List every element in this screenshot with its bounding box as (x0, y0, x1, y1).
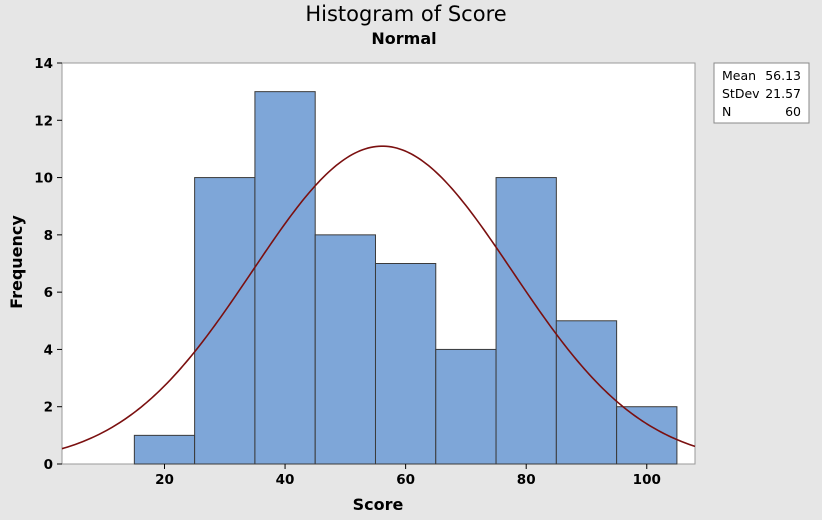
y-tick-label-4: 4 (44, 342, 53, 358)
chart-title: Histogram of Score (305, 2, 506, 26)
y-axis-label: Frequency (7, 215, 26, 309)
histogram-bar-3 (314, 234, 376, 465)
x-tick-label-80: 80 (517, 472, 536, 488)
y-axis: 0 2 4 6 8 10 12 14 (34, 56, 62, 473)
histogram-bar-2 (254, 91, 316, 465)
normal-fit-curve (61, 145, 696, 450)
y-tick-label-8: 8 (44, 228, 53, 244)
bars-group (133, 91, 678, 465)
x-tick-label-40: 40 (276, 472, 295, 488)
y-tick-label-12: 12 (34, 113, 53, 129)
histogram-bar-1 (194, 177, 256, 465)
histogram-bar-0 (133, 434, 196, 465)
x-tick-label-60: 60 (396, 472, 415, 488)
y-tick-label-0: 0 (44, 457, 53, 473)
x-axis: 20 40 60 80 100 (155, 464, 661, 488)
histogram-bar-4 (374, 263, 437, 465)
legend-mean-value: 56.13 (765, 68, 801, 83)
x-tick-label-20: 20 (155, 472, 174, 488)
y-tick-label-14: 14 (34, 56, 53, 72)
y-tick-label-2: 2 (44, 400, 53, 416)
legend-stdev-label: StDev (722, 86, 760, 101)
histogram-bar-5 (435, 348, 497, 465)
x-axis-label: Score (353, 495, 404, 514)
legend-n-label: N (722, 104, 731, 119)
legend-mean-label: Mean (722, 68, 756, 83)
y-tick-label-10: 10 (34, 171, 53, 187)
y-tick-label-6: 6 (44, 285, 53, 301)
legend-box: Mean 56.13 StDev 21.57 N 60 (713, 62, 810, 124)
chart-subtitle: Normal (371, 29, 436, 48)
legend-n-value: 60 (785, 104, 801, 119)
x-tick-label-100: 100 (633, 472, 661, 488)
legend-stdev-value: 21.57 (765, 86, 801, 101)
